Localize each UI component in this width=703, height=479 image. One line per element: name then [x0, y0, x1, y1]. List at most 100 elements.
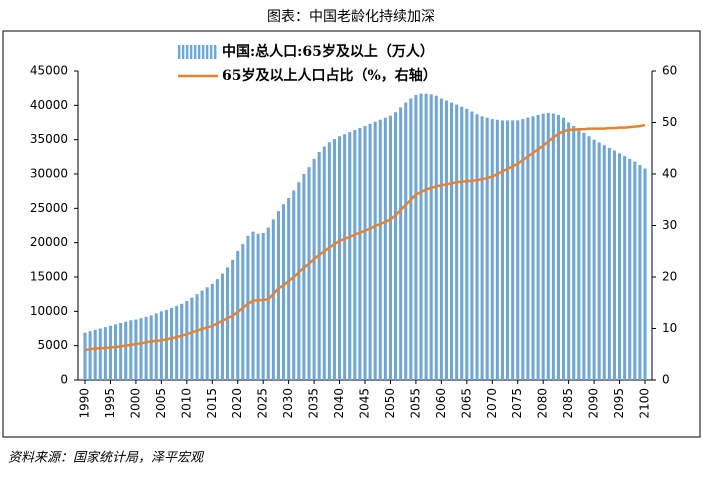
y-tick-label: 10000	[30, 304, 68, 318]
bar	[200, 290, 204, 380]
bar	[154, 313, 158, 380]
bar	[536, 114, 540, 381]
bar	[597, 142, 601, 380]
line	[84, 123, 646, 352]
x-tick-label: 2040	[332, 388, 346, 419]
bar	[450, 102, 454, 380]
y2-tick-label: 40	[662, 167, 677, 181]
bar	[409, 98, 413, 380]
x-tick-label: 1995	[103, 388, 117, 419]
bar	[444, 100, 448, 380]
bar	[139, 318, 143, 380]
bar	[226, 267, 230, 380]
bar	[618, 153, 622, 380]
y-tick-label: 25000	[30, 201, 68, 215]
x-tick-label: 2015	[205, 388, 219, 419]
y-tick-label: 30000	[30, 167, 68, 181]
y-tick-label: 20000	[30, 235, 68, 249]
bar	[159, 311, 163, 380]
bar	[317, 152, 321, 380]
bar	[144, 316, 148, 380]
bar	[602, 145, 606, 380]
bar	[485, 117, 489, 381]
y2-tick-label: 0	[662, 373, 670, 387]
y-tick-label: 40000	[30, 98, 68, 112]
bar	[623, 156, 627, 380]
bar	[108, 325, 112, 380]
bar	[399, 107, 403, 380]
x-tick-label: 2045	[358, 388, 372, 419]
y-tick-label: 15000	[30, 270, 68, 284]
legend-swatch	[178, 45, 181, 59]
bar	[343, 134, 347, 380]
x-tick-label: 2035	[307, 388, 321, 419]
bar	[429, 94, 433, 380]
bar	[419, 93, 423, 380]
legend-swatch	[206, 45, 209, 59]
bar	[241, 244, 245, 380]
bar	[292, 190, 296, 380]
bar	[276, 211, 280, 380]
bar	[332, 138, 336, 380]
bar	[287, 198, 291, 380]
bar	[434, 95, 438, 380]
y2-tick-label: 50	[662, 115, 677, 129]
bar	[93, 329, 97, 380]
bar	[129, 320, 133, 380]
source: 资料来源：国家统计局，泽平宏观	[8, 450, 205, 466]
bar	[368, 123, 372, 380]
x-tick-label: 2060	[434, 388, 448, 419]
bar	[358, 127, 362, 380]
bar	[612, 150, 616, 380]
legend-swatch	[182, 45, 185, 59]
bar	[297, 182, 301, 380]
bar	[439, 98, 443, 380]
bar	[251, 231, 255, 380]
bar	[205, 287, 209, 380]
x-tick-label: 2070	[485, 388, 499, 419]
x-tick-label: 2030	[281, 388, 295, 419]
bar	[526, 117, 530, 381]
bar	[103, 327, 107, 380]
bar	[511, 120, 515, 380]
bar	[394, 112, 398, 380]
bar	[236, 250, 240, 380]
legend-swatch	[186, 45, 189, 59]
bar	[353, 130, 357, 380]
chart-title: 图表：中国老龄化持续加深	[267, 8, 435, 25]
bar	[307, 167, 311, 380]
bar	[302, 174, 306, 380]
bar	[195, 294, 199, 380]
bar	[175, 305, 179, 380]
bar	[383, 117, 387, 381]
legend-label: 65岁及以上人口占比（%，右轴）	[222, 67, 437, 84]
x-tick-label: 2090	[587, 388, 601, 419]
bar	[246, 235, 250, 380]
bar	[83, 332, 87, 380]
y2-tick-label: 60	[662, 64, 677, 78]
bar	[180, 303, 184, 380]
frame	[2, 30, 701, 438]
bar	[480, 116, 484, 380]
bar	[556, 114, 560, 381]
x-tick-label: 1990	[78, 388, 92, 419]
bar	[516, 120, 520, 380]
bar	[261, 233, 265, 380]
bar	[587, 136, 591, 380]
bar	[643, 168, 647, 380]
bar	[215, 279, 219, 380]
bar	[312, 158, 316, 380]
y2-tick-label: 30	[662, 218, 677, 232]
y-tick-label: 45000	[30, 64, 68, 78]
bar	[582, 132, 586, 380]
bar	[119, 323, 123, 380]
bar	[124, 321, 128, 380]
bar	[592, 139, 596, 380]
bar	[348, 132, 352, 380]
bar	[455, 104, 459, 380]
bar	[628, 158, 632, 380]
bar	[322, 146, 326, 380]
legend-label: 中国:总人口:65岁及以上（万人）	[222, 43, 434, 60]
x-tick-label: 2100	[638, 388, 652, 419]
